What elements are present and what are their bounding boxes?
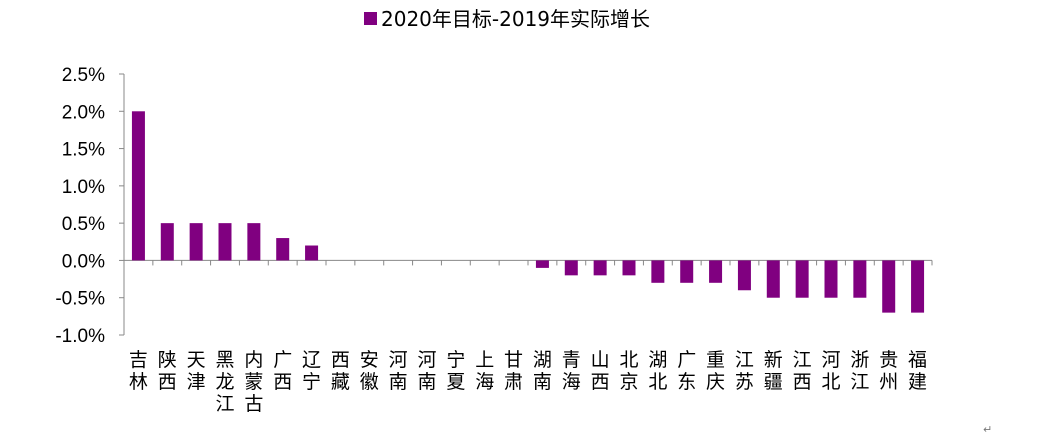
bar — [680, 260, 694, 283]
bar — [189, 223, 203, 261]
bar — [535, 260, 549, 268]
category-label: 新疆 — [764, 349, 783, 393]
y-tick-label: 2.0% — [62, 102, 105, 123]
bar — [882, 260, 896, 313]
category-labels: 吉林陕西天津黑龙江内蒙古广西辽宁西藏安徽河南河南宁夏上海甘肃湖南青海山西北京湖北… — [129, 349, 927, 415]
category-label: 山西 — [591, 349, 610, 393]
category-label: 北京 — [619, 349, 638, 393]
bar — [218, 223, 232, 261]
category-label: 广东 — [677, 349, 696, 393]
axes — [119, 73, 933, 336]
y-tick-label: 0.5% — [62, 214, 105, 235]
legend: 2020年目标-2019年实际增长 — [364, 7, 650, 31]
category-label: 天津 — [187, 349, 206, 393]
bar — [651, 260, 665, 283]
bar — [305, 245, 319, 261]
y-tick-labels: 2.5% 2.0% 1.5% 1.0% 0.5% 0.0% -0.5% -1.0% — [55, 65, 105, 347]
y-tick-label: 1.0% — [62, 177, 105, 198]
category-label: 贵州 — [879, 349, 898, 393]
category-label: 湖南 — [533, 349, 552, 393]
category-label: 河南 — [417, 349, 436, 393]
category-label: 辽宁 — [302, 349, 321, 393]
category-label: 福建 — [908, 349, 927, 393]
legend-label: 2020年目标-2019年实际增长 — [381, 7, 650, 31]
category-label: 江苏 — [735, 349, 754, 393]
y-tick-label: -0.5% — [55, 289, 105, 310]
bar — [766, 260, 780, 298]
y-tick-label: 2.5% — [62, 65, 105, 86]
category-label: 安徽 — [360, 349, 379, 393]
bar — [824, 260, 838, 298]
category-label: 甘肃 — [504, 349, 523, 393]
bar — [853, 260, 867, 298]
category-label: 宁夏 — [446, 349, 465, 393]
bar — [564, 260, 578, 276]
category-label: 上海 — [475, 349, 494, 393]
category-label: 河南 — [389, 349, 408, 393]
category-label: 河北 — [821, 349, 840, 393]
bar — [911, 260, 925, 313]
category-label: 吉林 — [129, 349, 148, 393]
bar — [622, 260, 636, 276]
bar — [795, 260, 809, 298]
bars — [131, 111, 925, 313]
bar — [593, 260, 607, 276]
bar — [160, 223, 174, 261]
bar — [131, 111, 145, 261]
y-tick-label: -1.0% — [55, 326, 105, 347]
category-label: 西藏 — [331, 349, 350, 393]
y-tick-label: 0.0% — [62, 251, 105, 272]
category-label: 内蒙古 — [244, 349, 263, 415]
category-label: 陕西 — [158, 349, 177, 393]
category-label: 广西 — [273, 349, 292, 393]
bar — [276, 238, 290, 261]
paragraph-mark: ↵ — [983, 423, 992, 436]
bar — [709, 260, 723, 283]
category-label: 浙江 — [850, 349, 869, 393]
category-label: 黑龙江 — [215, 349, 234, 415]
y-tick-label: 1.5% — [62, 140, 105, 161]
category-label: 江西 — [793, 349, 812, 393]
category-label: 重庆 — [706, 349, 725, 393]
bar — [737, 260, 751, 291]
category-label: 青海 — [562, 349, 581, 393]
category-label: 湖北 — [648, 349, 667, 393]
legend-swatch — [364, 12, 377, 25]
bar — [247, 223, 261, 261]
